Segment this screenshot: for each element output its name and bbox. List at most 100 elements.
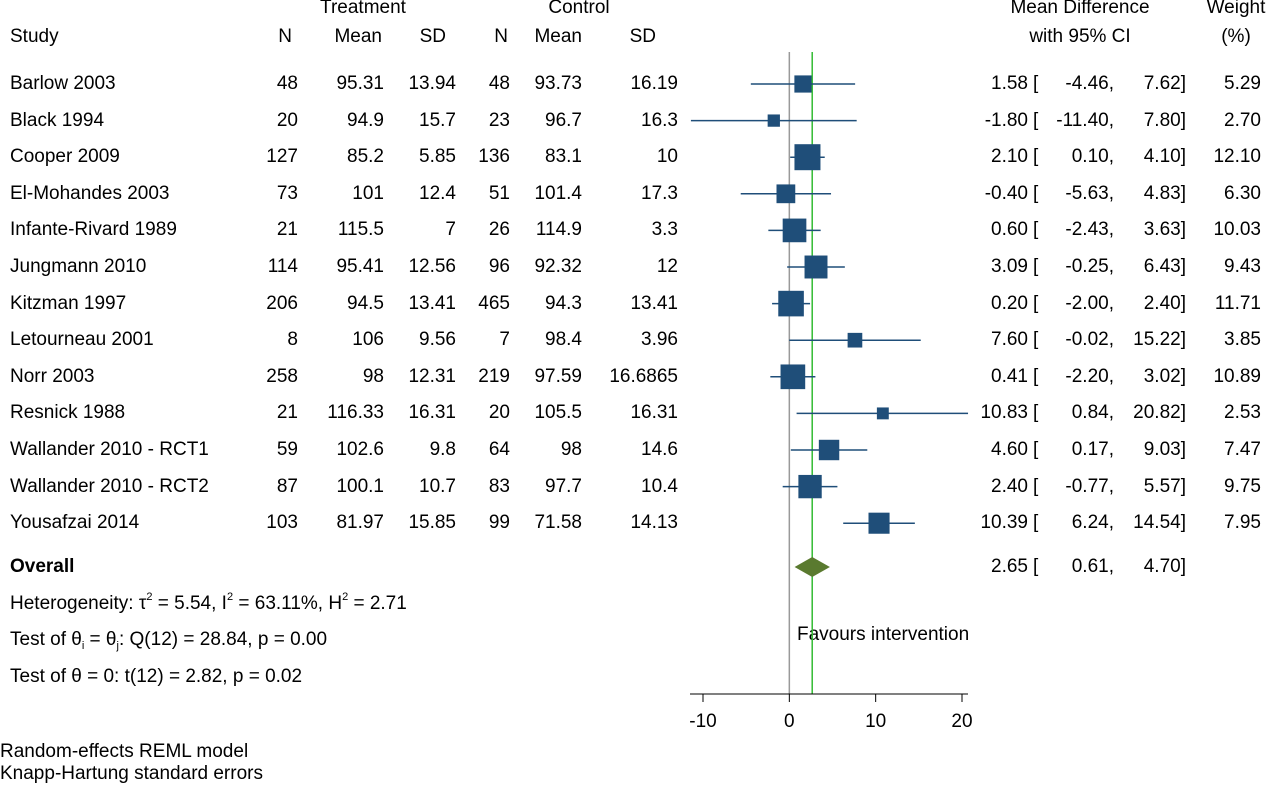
study-marker	[804, 255, 828, 279]
control-sd: 14.13	[630, 512, 678, 534]
treatment-mean: 115.5	[337, 219, 384, 241]
control-mean: 97.59	[534, 365, 582, 387]
study-marker	[847, 332, 863, 348]
study-ci-bracket: [	[1033, 219, 1039, 241]
study-ci-low: -2.43,	[1065, 219, 1114, 241]
study-md: 0.20	[991, 292, 1028, 314]
treatment-sd: 13.41	[408, 292, 456, 314]
control-sd: 3.3	[651, 219, 678, 241]
study-name: Black 1994	[10, 109, 105, 131]
treatment-mean: 102.6	[336, 439, 384, 460]
study-ci-low: -5.63,	[1065, 182, 1114, 204]
control-n: 23	[488, 109, 510, 131]
treatment-mean: 101	[352, 182, 384, 204]
control-mean: 96.7	[545, 109, 582, 131]
treatment-mean: 95.41	[336, 256, 384, 277]
study-marker	[780, 364, 806, 390]
study-md: 10.39	[980, 512, 1028, 534]
study-ci-high: 4.10]	[1143, 146, 1186, 168]
overall-bracket: [	[1033, 556, 1039, 577]
control-mean: 92.32	[534, 256, 582, 277]
study-marker	[767, 114, 780, 127]
control-group-header: Control	[548, 0, 610, 18]
treatment-n: 20	[276, 109, 298, 131]
treatment-group-header: Treatment	[320, 0, 406, 18]
treatment-mean: 81.97	[336, 512, 384, 534]
treatment-sd: 13.94	[408, 73, 456, 94]
study-weight: 11.71	[1214, 292, 1261, 314]
study-marker	[876, 407, 889, 420]
treatment-sd: 15.85	[408, 512, 456, 534]
study-name: Kitzman 1997	[10, 292, 127, 314]
study-weight: 5.29	[1224, 73, 1261, 94]
control-n: 7	[499, 329, 510, 351]
treatment-n: 59	[276, 439, 298, 460]
study-ci-low: 6.24,	[1071, 512, 1114, 534]
study-marker	[776, 184, 796, 204]
treatment-mean: 94.5	[347, 292, 384, 314]
t-test-line: Test of θ = 0: t(12) = 2.82, p = 0.02	[10, 666, 303, 687]
control-sd: 16.6865	[609, 365, 678, 387]
control-n: 465	[478, 292, 510, 314]
treatment-sd-header: SD	[419, 26, 446, 47]
control-n: 99	[488, 512, 510, 534]
treatment-sd: 16.31	[408, 402, 456, 424]
study-ci-bracket: [	[1033, 292, 1039, 314]
control-mean: 114.9	[535, 219, 582, 241]
study-ci-high: 6.43]	[1143, 256, 1186, 277]
control-mean: 105.5	[534, 402, 582, 424]
study-weight: 10.03	[1213, 219, 1261, 241]
treatment-n: 21	[276, 402, 298, 424]
study-marker	[782, 218, 807, 243]
control-mean-header: Mean	[534, 26, 582, 47]
study-ci-high: 3.02]	[1143, 365, 1186, 387]
control-n: 219	[478, 365, 510, 387]
treatment-n: 206	[266, 292, 298, 314]
study-md: 2.40	[991, 475, 1028, 497]
study-name: Resnick 1988	[10, 402, 126, 424]
study-ci-high: 2.40]	[1143, 292, 1186, 314]
study-name: El-Mohandes 2003	[10, 182, 170, 204]
treatment-sd: 5.85	[419, 146, 456, 168]
study-md: 4.60	[991, 439, 1028, 460]
study-md: 7.60	[991, 329, 1028, 351]
study-ci-low: 0.84,	[1071, 402, 1114, 424]
study-name: Infante-Rivard 1989	[10, 219, 177, 241]
control-n: 20	[488, 402, 510, 424]
treatment-sd: 15.7	[419, 109, 456, 131]
treatment-n: 103	[266, 512, 298, 534]
study-weight: 10.89	[1213, 365, 1261, 387]
study-name: Wallander 2010 - RCT2	[10, 475, 209, 497]
treatment-n: 258	[266, 365, 298, 387]
treatment-sd: 12.4	[419, 182, 456, 204]
overall-ci-high: 4.70]	[1143, 556, 1186, 577]
control-mean: 98	[560, 439, 582, 460]
control-n: 83	[488, 475, 510, 497]
study-md: -0.40	[984, 182, 1028, 204]
study-ci-bracket: [	[1033, 402, 1039, 424]
study-md: -1.80	[984, 109, 1028, 131]
study-ci-bracket: [	[1033, 73, 1039, 94]
study-weight: 9.75	[1224, 475, 1261, 497]
treatment-n-header: N	[278, 26, 292, 47]
study-ci-bracket: [	[1033, 475, 1039, 497]
treatment-mean: 116.33	[327, 402, 384, 424]
study-ci-high: 15.22]	[1133, 329, 1186, 351]
control-sd: 16.3	[641, 109, 678, 131]
study-ci-bracket: [	[1033, 329, 1039, 351]
study-ci-bracket: [	[1033, 365, 1039, 387]
study-ci-low: -0.25,	[1065, 256, 1114, 277]
study-name: Jungmann 2010	[10, 256, 147, 277]
control-sd: 12	[656, 256, 678, 277]
study-ci-high: 7.80]	[1143, 109, 1186, 131]
study-md: 0.41	[991, 365, 1028, 387]
heterogeneity-line: Heterogeneity: τ2 = 5.54, I2 = 63.11%, H…	[10, 591, 407, 614]
study-ci-bracket: [	[1033, 256, 1039, 277]
study-weight: 2.53	[1224, 402, 1261, 424]
study-marker	[818, 439, 840, 461]
control-mean: 83.1	[545, 146, 582, 168]
x-tick-label: 20	[951, 711, 972, 732]
weight-header-line1: Weight	[1206, 0, 1266, 18]
control-sd: 10	[656, 146, 678, 168]
